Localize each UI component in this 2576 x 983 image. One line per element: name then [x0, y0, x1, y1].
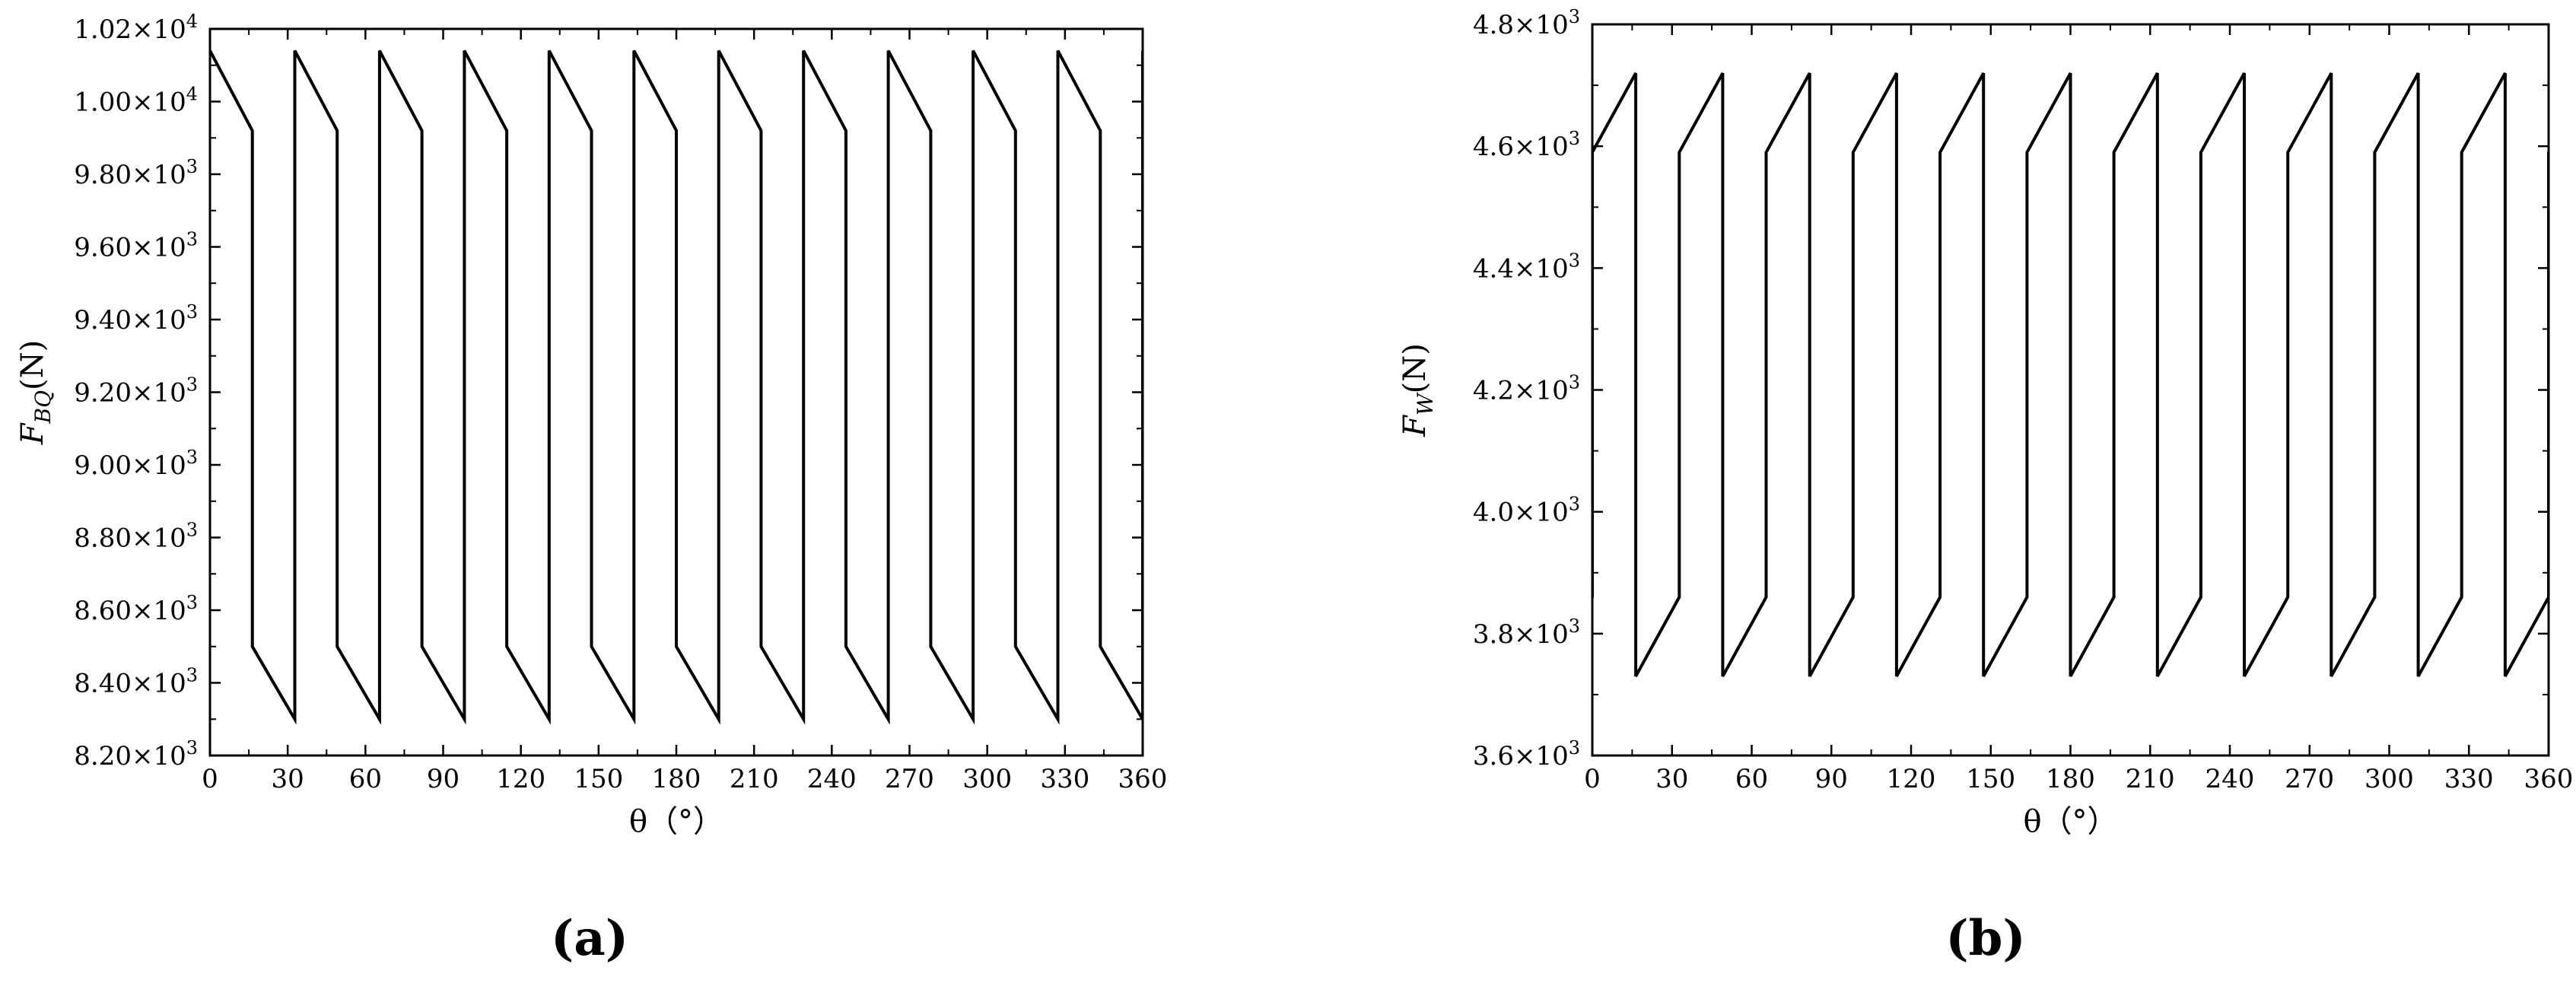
- x-axis-title: θ（°）: [629, 804, 724, 839]
- x-tick-label: 360: [2524, 764, 2574, 794]
- y-tick-label: 4.8×103: [1473, 6, 1580, 40]
- x-tick-label: 0: [202, 764, 218, 794]
- y-axis-title: FBQ(N): [15, 340, 56, 446]
- y-tick-label: 9.80×103: [74, 156, 198, 190]
- x-tick-label: 60: [349, 764, 382, 794]
- x-tick-label: 90: [427, 764, 460, 794]
- x-tick-label: 180: [652, 764, 701, 794]
- x-tick-label: 90: [1815, 764, 1848, 794]
- y-tick-label: 4.2×103: [1473, 372, 1580, 406]
- x-tick-label: 300: [2365, 764, 2414, 794]
- series-line: [1592, 72, 2549, 677]
- x-tick-label: 60: [1735, 764, 1768, 794]
- y-tick-label: 8.40×103: [74, 665, 198, 699]
- x-tick-label: 270: [885, 764, 934, 794]
- y-tick-label: 8.20×103: [74, 737, 198, 771]
- panel-b-label: (b): [1945, 910, 2025, 967]
- x-tick-label: 210: [730, 764, 779, 794]
- x-tick-label: 30: [272, 764, 304, 794]
- y-tick-label: 8.60×103: [74, 592, 198, 626]
- x-tick-label: 330: [1040, 764, 1089, 794]
- x-tick-label: 0: [1584, 764, 1601, 794]
- y-tick-label: 1.00×104: [74, 84, 198, 118]
- y-tick-label: 3.8×103: [1473, 616, 1580, 650]
- x-tick-label: 180: [2046, 764, 2095, 794]
- x-tick-label: 30: [1655, 764, 1688, 794]
- x-tick-label: 330: [2444, 764, 2494, 794]
- panel-b-chart: 0 30 60 90 120 150 180 210 240 270 300 330 360 3.6×10…: [1398, 6, 2574, 839]
- x-tick-label: 120: [496, 764, 545, 794]
- x-tick-label: 240: [807, 764, 857, 794]
- panel-a-label: (a): [551, 910, 628, 967]
- y-tick-label: 1.02×104: [74, 11, 198, 45]
- series-line: [210, 49, 1143, 725]
- panel-a-chart: 0 30 60 90 120 150 180 210 240 270 300 330 360 8.20×1…: [15, 11, 1168, 839]
- x-tick-label: 270: [2285, 764, 2334, 794]
- y-tick-label: 9.40×103: [74, 301, 198, 336]
- y-tick-label: 9.20×103: [74, 374, 198, 409]
- x-tick-label: 360: [1118, 764, 1168, 794]
- y-tick-label: 4.4×103: [1473, 250, 1580, 284]
- y-tick-label: 3.6×103: [1473, 737, 1580, 771]
- y-tick-label: 8.80×103: [74, 520, 198, 554]
- x-tick-label: 120: [1887, 764, 1936, 794]
- x-axis-title: θ（°）: [2023, 804, 2117, 839]
- x-tick-label: 150: [1966, 764, 2015, 794]
- y-axis-title: FW(N): [1398, 343, 1438, 437]
- x-tick-label: 240: [2206, 764, 2255, 794]
- y-tick-label: 9.00×103: [74, 447, 198, 481]
- x-tick-label: 150: [574, 764, 623, 794]
- x-tick-label: 300: [962, 764, 1012, 794]
- y-tick-label: 4.0×103: [1473, 494, 1580, 528]
- y-tick-label: 4.6×103: [1473, 128, 1580, 162]
- x-tick-label: 210: [2126, 764, 2175, 794]
- y-tick-label: 9.60×103: [74, 229, 198, 263]
